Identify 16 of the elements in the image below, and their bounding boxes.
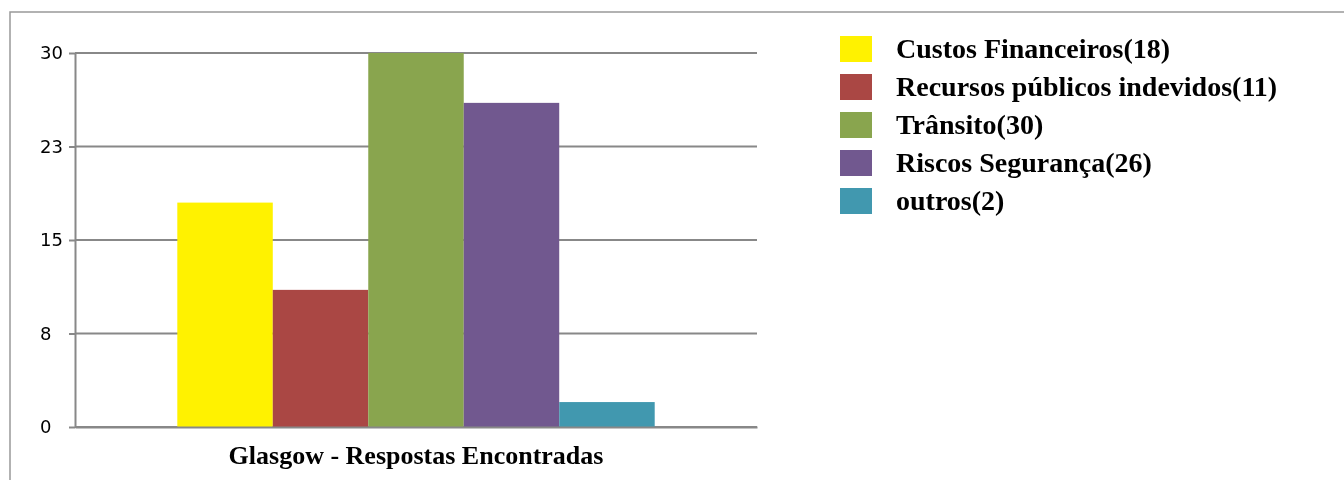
bar [463,102,560,427]
y-tick-label: 0 [40,416,52,438]
y-tick-label: 15 [40,229,63,251]
bar [177,202,273,427]
y-tick-label: 23 [40,135,63,157]
bar [272,289,369,427]
x-tick-label: Glasgow - Respostas Encontradas [228,440,604,470]
legend-label: outros(2) [896,185,1005,216]
bar [368,53,464,427]
y-tick-label: 30 [40,42,63,64]
legend-label: Recursos públicos indevidos(11) [896,71,1278,102]
legend-label: Riscos Segurança(26) [896,147,1152,178]
legend-label: Trânsito(30) [896,109,1044,140]
bar [559,402,655,427]
legend-label: Custos Financeiros(18) [896,33,1171,64]
y-tick-label: 8 [40,322,52,344]
